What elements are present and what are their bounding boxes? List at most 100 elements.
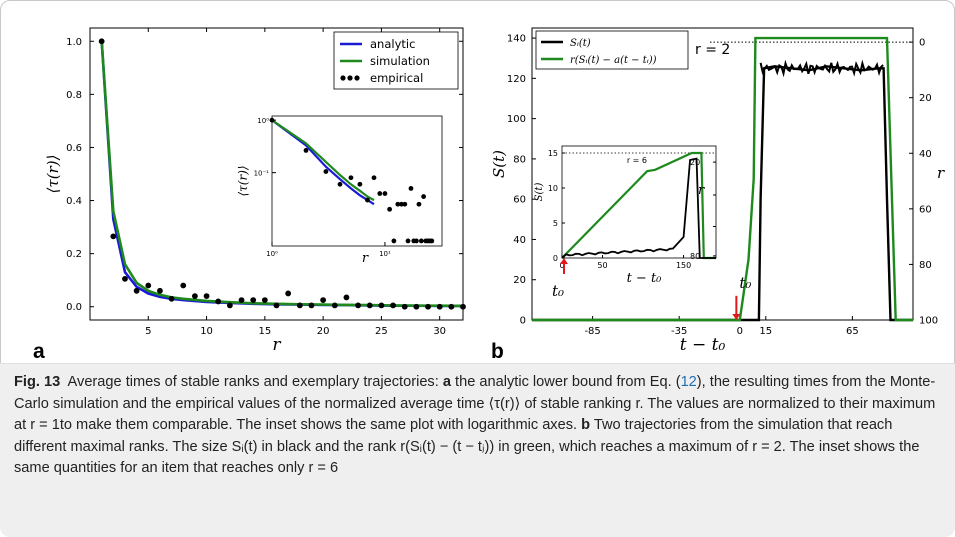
inset-x-tick-label-b: 50 <box>597 261 607 270</box>
y-tick-label-b: 40 <box>513 235 526 246</box>
legend-label-a: simulation <box>370 54 430 68</box>
x-tick-label-b: 65 <box>846 326 859 337</box>
y-tick-label-a: 0.2 <box>66 249 82 260</box>
empirical-point <box>331 302 338 309</box>
inset-y-tick-label-b: 5 <box>553 219 558 228</box>
empirical-point <box>122 275 128 282</box>
empirical-point <box>448 303 455 310</box>
inset-y2-label-b: r <box>698 183 705 198</box>
y-tick-label-b: 0 <box>520 316 526 327</box>
inset-empirical-point <box>387 206 393 212</box>
y-tick-label-b: 140 <box>507 34 526 45</box>
y-tick-label-b: 80 <box>513 154 526 165</box>
inset-x-tick-label-b: 0 <box>559 261 564 270</box>
empirical-point <box>215 298 222 305</box>
empirical-point <box>145 282 152 289</box>
empirical-point <box>296 302 303 309</box>
t0-label-b: t₀ <box>739 274 751 292</box>
plot-frame-a <box>89 27 464 321</box>
inset-empirical-point <box>408 186 414 191</box>
x-axis-label-a: r <box>272 335 281 355</box>
inset-y-tick-label-a: 10⁰ <box>257 117 269 125</box>
inset-empirical-point <box>323 169 329 174</box>
empirical-point <box>110 233 117 240</box>
inset-reference-label-b: r = 6 <box>627 156 647 165</box>
inset-y-tick-label-a: 10⁻¹ <box>254 170 270 178</box>
empirical-point <box>436 303 443 310</box>
figure-caption: Fig. 13 Average times of stable ranks an… <box>14 372 944 480</box>
x-tick-label-a: 30 <box>433 326 446 337</box>
chart-a: 5 10 15 20 25 30 0.0 0.2 0.4 0.6 0.8 1.0 r ⟨τ(r)⟩ anal… <box>44 27 466 355</box>
empirical-point <box>157 287 163 294</box>
empirical-point <box>366 302 373 309</box>
inset-x-label-a: r <box>362 251 369 266</box>
inset-empirical-point <box>371 175 377 181</box>
caption-a-text-1: the analytic lower bound from Eq. ( <box>455 374 681 390</box>
inset-empirical-point <box>405 238 411 244</box>
inset-empirical-point <box>348 175 354 181</box>
panel-letter-a: a <box>33 340 45 363</box>
empirical-point <box>390 302 396 309</box>
inset-empirical-point <box>303 148 309 153</box>
y2-tick-label-b: 20 <box>919 93 932 104</box>
y-tick-label-b: 20 <box>513 275 526 286</box>
empirical-point <box>285 290 292 297</box>
empirical-point <box>460 303 466 310</box>
x-tick-label-a: 10 <box>200 326 213 337</box>
inset-empirical-point <box>414 238 419 244</box>
y2-tick-label-b: 60 <box>919 204 932 215</box>
inset-line-simulation <box>271 119 375 202</box>
inset-x-tick-label-a: 10¹ <box>379 250 391 258</box>
empirical-point <box>343 294 350 301</box>
caption-background <box>0 363 955 537</box>
x-tick-label-a: 25 <box>375 326 388 337</box>
series-line-b-1 <box>532 36 913 322</box>
empirical-point <box>250 297 257 303</box>
inset-t0-label-b: t₀ <box>552 282 564 300</box>
legend-label-b: Sᵢ(t) <box>570 38 591 49</box>
x-tick-label-a: 5 <box>145 326 151 337</box>
y-tick-label-a: 0.0 <box>66 302 82 313</box>
legend-label-a: empirical <box>370 71 423 85</box>
equation-link[interactable]: 12 <box>680 374 697 390</box>
inset-empirical-point <box>337 181 343 187</box>
empirical-point <box>355 302 361 309</box>
caption-b-text: Two trajectories from the simulation tha… <box>14 417 920 476</box>
inset-x-tick-label-b: 150 <box>676 261 691 270</box>
empirical-point <box>320 297 327 303</box>
inset-y2-tick-label-b: 80 <box>690 252 700 261</box>
y2-tick-label-b: 0 <box>919 38 925 49</box>
inset-empirical-point <box>416 201 422 207</box>
y2-axis-label-b: r <box>937 164 945 182</box>
inset-empirical-point <box>402 201 408 207</box>
y2-tick-label-b: 100 <box>919 316 938 327</box>
empirical-point <box>180 282 187 289</box>
legend-marker-empirical <box>347 75 353 81</box>
x-tick-label-a: 20 <box>317 326 330 337</box>
inset-empirical-point <box>377 191 383 196</box>
legend-marker-empirical <box>340 75 346 81</box>
y-tick-label-a: 0.6 <box>66 143 82 154</box>
inset-empirical-point <box>391 238 397 244</box>
inset-empirical-point <box>357 181 363 187</box>
empirical-point <box>261 297 268 303</box>
empirical-point <box>308 302 315 309</box>
caption-lead: Average times of stable ranks and exempl… <box>67 374 439 390</box>
inset-empirical-point <box>399 201 404 207</box>
y-tick-label-b: 120 <box>507 74 526 85</box>
y-axis-label-a: ⟨τ(r)⟩ <box>44 155 62 194</box>
inset-y-label-b: S(t) <box>534 183 545 202</box>
inset-y2-tick-label-b: 20 <box>690 158 700 167</box>
y2-tick-label-b: 40 <box>919 149 932 160</box>
empirical-point <box>425 303 431 310</box>
y-axis-label-b: S(t) <box>490 150 508 178</box>
empirical-point <box>378 302 385 309</box>
empirical-point <box>192 293 198 300</box>
x-axis-label-b: t − t₀ <box>680 335 726 355</box>
panel-letter-b: b <box>491 340 504 363</box>
caption-fig-label: Fig. 13 <box>14 374 61 390</box>
empirical-point <box>238 297 245 303</box>
inset-y-label-a: ⟨τ(r)⟩ <box>236 165 250 196</box>
inset-t0-arrowhead-b <box>560 258 568 264</box>
y-tick-label-a: 1.0 <box>66 37 82 48</box>
